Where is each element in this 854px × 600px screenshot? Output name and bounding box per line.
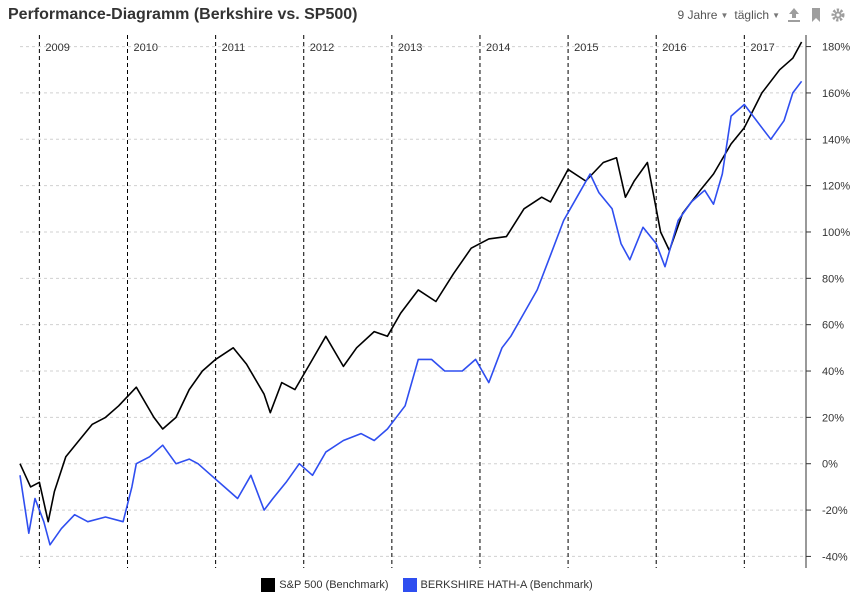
series-line-berkshire bbox=[19, 80, 803, 546]
x-tick-label: 2013 bbox=[398, 42, 422, 54]
y-tick-label: -40% bbox=[822, 551, 848, 563]
y-tick-label: 60% bbox=[822, 320, 844, 332]
x-tick-label: 2011 bbox=[222, 42, 246, 54]
y-tick-label: 0% bbox=[822, 459, 838, 471]
chevron-down-icon: ▼ bbox=[772, 10, 780, 20]
interval-dropdown[interactable]: täglich ▼ bbox=[734, 8, 780, 22]
y-tick-label: 40% bbox=[822, 366, 844, 378]
y-tick-label: 20% bbox=[822, 412, 844, 424]
chevron-down-icon: ▼ bbox=[720, 10, 729, 20]
legend-item-sp500[interactable]: S&P 500 (Benchmark) bbox=[261, 578, 389, 592]
series-line-sp500 bbox=[19, 41, 803, 523]
range-dropdown[interactable]: 9 Jahre ▼ bbox=[677, 8, 728, 22]
x-tick-label: 2015 bbox=[574, 42, 598, 54]
gear-icon[interactable] bbox=[830, 6, 846, 24]
legend-swatch bbox=[261, 578, 276, 592]
chart-controls: 9 Jahre ▼ täglich ▼ bbox=[677, 6, 846, 24]
y-tick-label: 160% bbox=[822, 88, 850, 100]
y-tick-label: 180% bbox=[822, 42, 850, 54]
y-tick-label: -20% bbox=[822, 505, 848, 517]
legend-label: S&P 500 (Benchmark) bbox=[279, 579, 389, 591]
legend-swatch bbox=[402, 578, 417, 592]
y-tick-label: 80% bbox=[822, 273, 844, 285]
download-icon[interactable] bbox=[786, 6, 802, 24]
legend: S&P 500 (Benchmark) BERKSHIRE HATH-A (Be… bbox=[0, 578, 854, 592]
x-tick-label: 2016 bbox=[662, 42, 686, 54]
x-tick-label: 2012 bbox=[310, 42, 334, 54]
legend-item-berkshire[interactable]: BERKSHIRE HATH-A (Benchmark) bbox=[402, 578, 593, 592]
x-tick-label: 2017 bbox=[750, 42, 774, 54]
bookmark-icon[interactable] bbox=[808, 6, 824, 24]
x-tick-label: 2014 bbox=[486, 42, 510, 54]
range-label: 9 Jahre bbox=[677, 8, 718, 22]
interval-label: täglich bbox=[734, 8, 770, 22]
x-tick-label: 2010 bbox=[134, 42, 158, 54]
chart-title: Performance-Diagramm (Berkshire vs. SP50… bbox=[8, 6, 358, 23]
legend-label: BERKSHIRE HATH-A (Benchmark) bbox=[420, 579, 593, 591]
y-tick-label: 100% bbox=[822, 227, 850, 239]
x-tick-label: 2009 bbox=[45, 42, 69, 54]
y-tick-label: 120% bbox=[822, 181, 850, 193]
y-tick-label: 140% bbox=[822, 134, 850, 146]
